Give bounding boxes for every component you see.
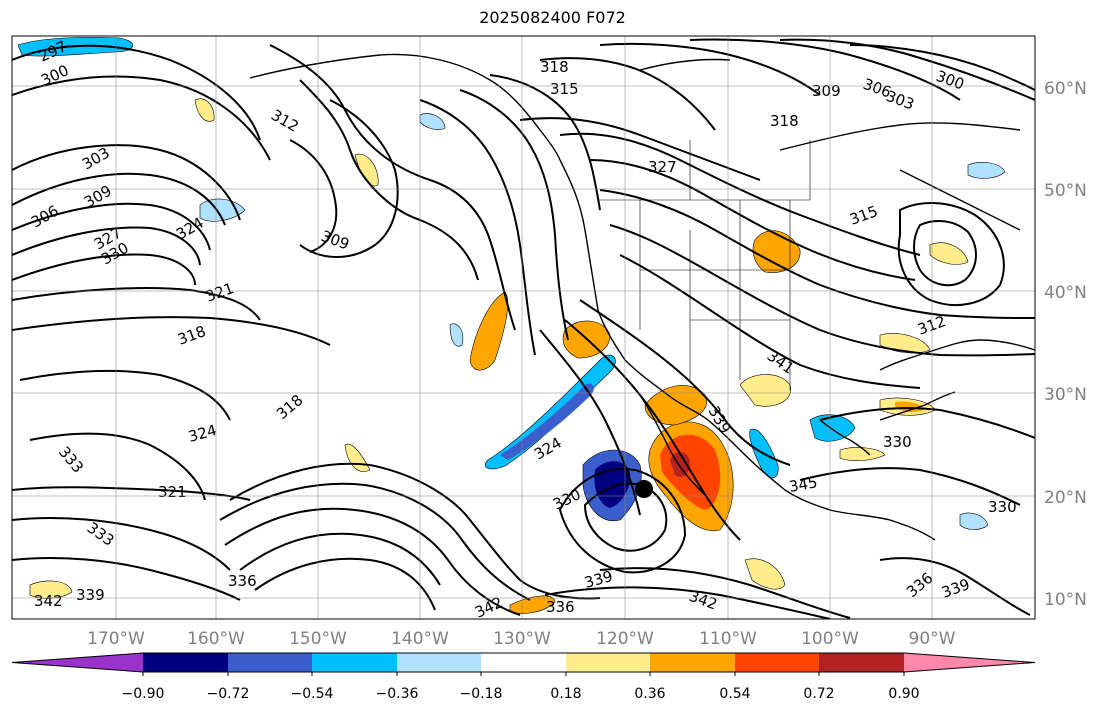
height-contours <box>12 38 1035 619</box>
contour-label-318: 318 <box>540 58 569 76</box>
lat-label-3: 30°N <box>1044 385 1087 405</box>
orange-gulf-core <box>895 401 924 413</box>
lon-label-6: 110°W <box>699 629 757 649</box>
colorbar-bin-2 <box>312 653 397 672</box>
contour-label-345: 345 <box>788 473 819 496</box>
lon-label-5: 120°W <box>596 629 654 649</box>
lon-label-7: 100°W <box>801 629 859 649</box>
yellow-tx <box>839 447 886 461</box>
yellow-hawaii <box>194 98 215 122</box>
colorbar <box>11 652 1036 676</box>
lon-label-0: 170°W <box>87 629 145 649</box>
contour-label-327b: 327 <box>648 158 677 176</box>
lon-label-3: 140°W <box>391 629 449 649</box>
contour-label-315: 315 <box>550 80 579 98</box>
yellow-ne <box>929 242 969 265</box>
contour-label-336b: 336 <box>546 598 575 616</box>
plot-area: 297 300 303 306 309 309 312 315 318 318 … <box>12 36 1035 619</box>
blue-mid <box>449 323 464 347</box>
yellow-south <box>744 558 786 590</box>
colorbar-tick-7: 0.54 <box>719 686 750 702</box>
colorbar-bin-6 <box>650 653 735 672</box>
plot-frame <box>11 35 1036 620</box>
lat-label-5: 10°N <box>1044 590 1087 610</box>
blue-carib <box>959 512 989 530</box>
colorbar-tick-4: −0.18 <box>460 686 503 702</box>
blue-ak2 <box>419 113 446 130</box>
lon-axis-labels: 170°W 160°W 150°W 140°W 130°W 120°W 110°… <box>87 629 956 649</box>
colorbar-tick-6: 0.36 <box>634 686 665 702</box>
colorbar-extend-min <box>12 653 143 672</box>
blue-ne <box>967 162 1006 179</box>
lon-label-1: 160°W <box>187 629 245 649</box>
colorbar-bin-7 <box>735 653 819 672</box>
contour-label-330d: 330 <box>988 498 1017 516</box>
colorbar-tick-0: −0.90 <box>122 686 165 702</box>
colorbar-tick-8: 0.72 <box>803 686 834 702</box>
contour-label-318d: 318 <box>770 112 799 130</box>
colorbar-tick-labels: −0.90 −0.72 −0.54 −0.36 −0.18 0.18 0.36 … <box>122 686 920 702</box>
contour-label-330c: 330 <box>883 433 912 451</box>
lat-label-1: 50°N <box>1044 181 1087 201</box>
colorbar-bin-1 <box>228 653 312 672</box>
colorbar-bin-5 <box>566 653 650 672</box>
lat-label-0: 60°N <box>1044 79 1087 99</box>
colorbar-tick-1: −0.72 <box>207 686 250 702</box>
colorbar-extend-max <box>904 653 1035 672</box>
map-title: 2025082400 F072 <box>479 8 626 27</box>
contour-label-336: 336 <box>228 572 257 590</box>
lat-axis-labels: 60°N 50°N 40°N 30°N 20°N 10°N <box>1044 79 1087 610</box>
lat-label-2: 40°N <box>1044 283 1087 303</box>
lon-label-4: 130°W <box>493 629 551 649</box>
colorbar-tick-5: 0.18 <box>550 686 581 702</box>
blue-band-core <box>500 383 594 460</box>
contour-label-339b: 339 <box>76 586 105 604</box>
yellow-us <box>752 230 801 273</box>
coastlines <box>249 53 1035 541</box>
lon-label-2: 150°W <box>289 629 347 649</box>
lat-label-4: 20°N <box>1044 488 1087 508</box>
contour-label-309c: 309 <box>812 82 841 100</box>
colorbar-tick-2: −0.54 <box>291 686 334 702</box>
contour-label-321b: 321 <box>158 483 187 501</box>
storm-center-marker <box>635 480 653 498</box>
colorbar-tick-3: −0.36 <box>376 686 419 702</box>
lon-label-8: 90°W <box>909 629 956 649</box>
contour-label-342: 342 <box>34 592 63 610</box>
colorbar-tick-9: 0.90 <box>888 686 919 702</box>
colorbar-bin-8 <box>819 653 904 672</box>
orange-west <box>469 291 509 371</box>
colorbar-bin-0 <box>143 653 228 672</box>
yellow-sw <box>29 580 73 599</box>
lat-lon-grid <box>12 36 1035 619</box>
colorbar-bin-3 <box>397 653 481 672</box>
colorbar-bin-4 <box>481 653 566 672</box>
